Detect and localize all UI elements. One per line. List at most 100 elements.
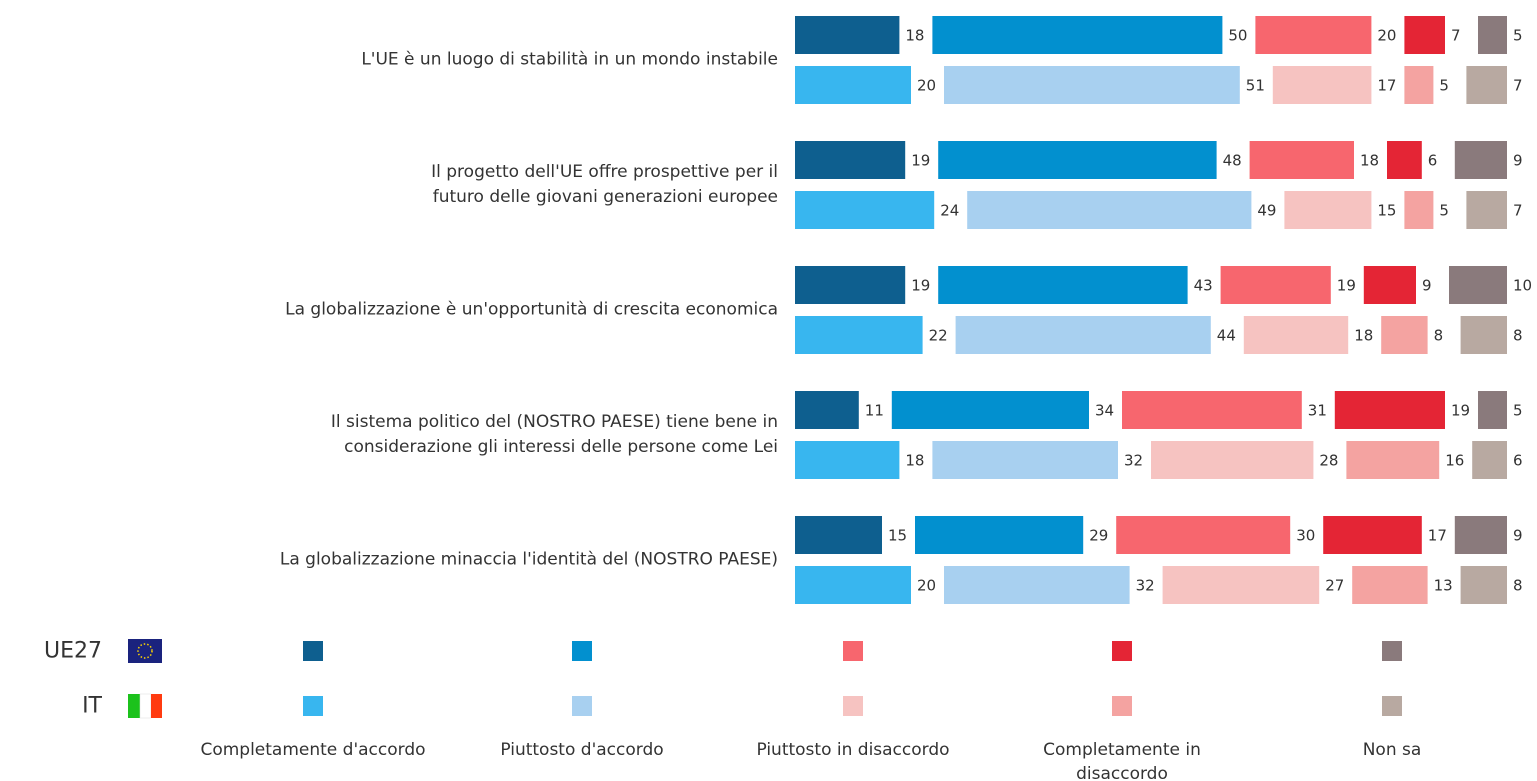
bar-segment — [1122, 391, 1302, 429]
value-label: 48 — [1223, 152, 1242, 170]
value-label: 6 — [1513, 452, 1523, 470]
legend-label: Non sa — [1362, 740, 1422, 760]
value-label: 7 — [1513, 202, 1523, 220]
bar-segment — [1243, 316, 1349, 354]
bar-segment — [932, 16, 1223, 54]
value-label: 27 — [1325, 577, 1344, 595]
value-label: 17 — [1377, 77, 1396, 95]
bar-segment — [1449, 266, 1507, 304]
bar-segment — [944, 566, 1130, 604]
legend-swatch — [572, 696, 592, 716]
value-label: 9 — [1513, 152, 1523, 170]
bar-segment — [795, 141, 906, 179]
bar-segment — [795, 266, 906, 304]
value-label: 20 — [1377, 27, 1396, 45]
legend-swatch — [843, 696, 863, 716]
legend-swatch — [572, 641, 592, 661]
bar-segment — [795, 441, 900, 479]
bar-segment — [1352, 566, 1428, 604]
legend-swatch — [303, 641, 323, 661]
legend-swatch — [1112, 696, 1132, 716]
bar-segment — [795, 566, 911, 604]
value-label: 8 — [1513, 577, 1523, 595]
legend-row-name: IT — [82, 693, 102, 719]
bar-segment — [1466, 191, 1507, 229]
value-label: 6 — [1428, 152, 1438, 170]
value-label: 8 — [1513, 327, 1523, 345]
legend-label: Piuttosto d'accordo — [500, 740, 664, 760]
value-label: 49 — [1257, 202, 1276, 220]
value-label: 32 — [1136, 577, 1155, 595]
value-label: 9 — [1513, 527, 1523, 545]
value-label: 24 — [940, 202, 959, 220]
value-label: 18 — [1354, 327, 1373, 345]
legend-swatch — [1112, 641, 1132, 661]
value-label: 11 — [865, 402, 884, 420]
bar-segment — [1363, 266, 1416, 304]
bar-segment — [1334, 391, 1445, 429]
bar-segment — [1272, 66, 1372, 104]
value-label: 13 — [1434, 577, 1453, 595]
value-label: 19 — [911, 277, 930, 295]
legend-swatch — [1382, 641, 1402, 661]
value-label: 31 — [1308, 402, 1327, 420]
value-label: 32 — [1124, 452, 1143, 470]
bar-segment — [967, 191, 1252, 229]
value-label: 17 — [1428, 527, 1447, 545]
value-label: 15 — [1377, 202, 1396, 220]
bar-segment — [932, 441, 1118, 479]
value-label: 51 — [1246, 77, 1265, 95]
value-label: 50 — [1228, 27, 1247, 45]
bar-segment — [944, 66, 1240, 104]
bar-segment — [1404, 191, 1434, 229]
category-label: La globalizzazione minaccia l'identità d… — [279, 549, 778, 570]
bar-segment — [1478, 16, 1507, 54]
value-label: 20 — [917, 577, 936, 595]
value-label: 5 — [1513, 27, 1523, 45]
legend-swatch — [1382, 696, 1402, 716]
bar-segment — [795, 191, 935, 229]
value-label: 9 — [1422, 277, 1432, 295]
value-label: 8 — [1434, 327, 1444, 345]
value-label: 7 — [1513, 77, 1523, 95]
value-label: 30 — [1296, 527, 1315, 545]
bar-segment — [1466, 66, 1507, 104]
bar-segment — [1404, 16, 1445, 54]
bar-segment — [1381, 316, 1428, 354]
legend-label: Completamente d'accordo — [200, 740, 426, 760]
category-label: Il sistema politico del (NOSTRO PAESE) t… — [330, 412, 778, 457]
bar-segment — [1162, 566, 1320, 604]
it-flag — [128, 693, 162, 719]
bar-segment — [1454, 516, 1507, 554]
value-label: 20 — [917, 77, 936, 95]
value-label: 28 — [1319, 452, 1338, 470]
bar-segment — [1249, 141, 1354, 179]
legend-swatch — [303, 696, 323, 716]
value-label: 18 — [905, 27, 924, 45]
bar-segment — [915, 516, 1084, 554]
bar-segment — [795, 66, 911, 104]
legend-row-name: UE27 — [44, 638, 102, 664]
bar-segment — [1323, 516, 1422, 554]
value-label: 5 — [1513, 402, 1523, 420]
legend-label: Completamente in disaccordo — [1043, 740, 1201, 781]
bar-segment — [795, 391, 859, 429]
bar-segment — [938, 141, 1217, 179]
value-label: 43 — [1194, 277, 1213, 295]
category-label: Il progetto dell'UE offre prospettive pe… — [431, 162, 778, 207]
value-label: 19 — [911, 152, 930, 170]
value-label: 19 — [1337, 277, 1356, 295]
value-label: 5 — [1439, 202, 1449, 220]
bar-segment — [1460, 566, 1507, 604]
value-label: 16 — [1445, 452, 1464, 470]
value-label: 44 — [1217, 327, 1236, 345]
value-label: 5 — [1439, 77, 1449, 95]
bar-segment — [938, 266, 1188, 304]
bar-segment — [1255, 16, 1372, 54]
category-label: La globalizzazione è un'opportunità di c… — [285, 299, 778, 320]
bar-segment — [1478, 391, 1507, 429]
value-label: 7 — [1451, 27, 1461, 45]
bar-segment — [891, 391, 1089, 429]
